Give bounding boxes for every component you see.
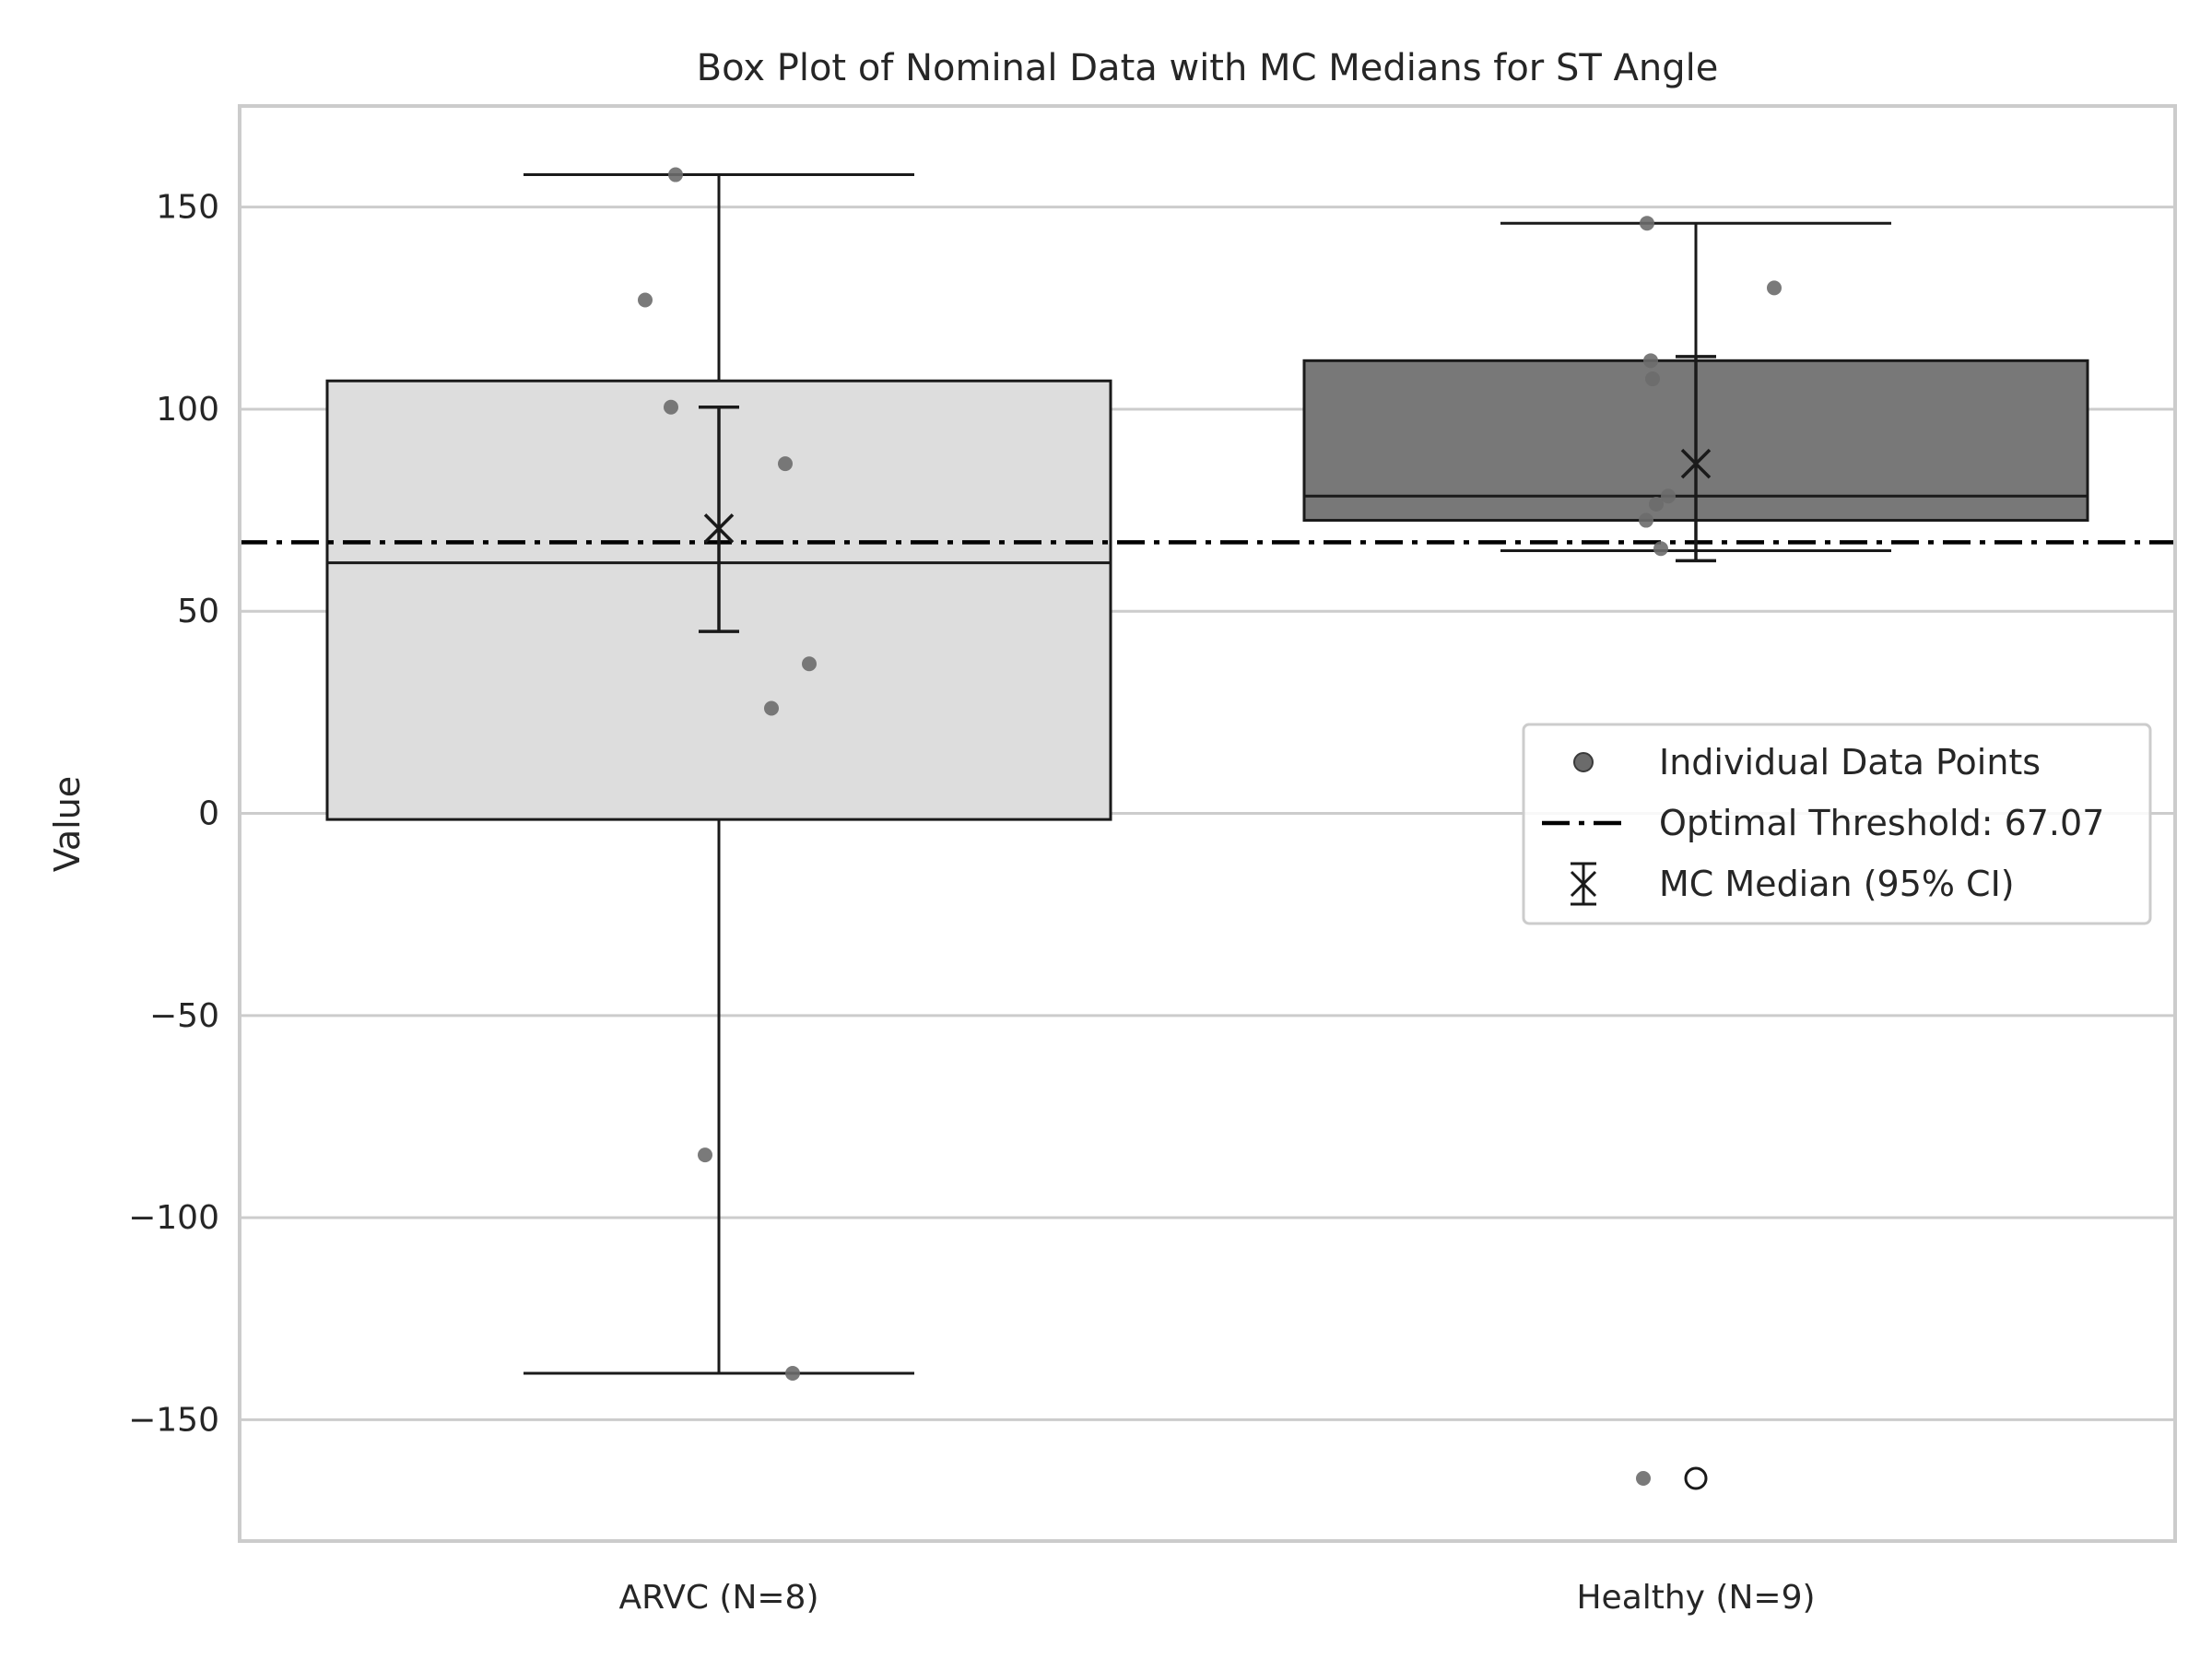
y-axis-title: Value [47,776,88,872]
legend-label: MC Median (95% CI) [1659,864,2015,904]
data-point [1639,512,1653,528]
legend-dot-marker [1573,752,1594,772]
legend: Individual Data Points Optimal Threshold:… [1522,723,2152,925]
plot-frame [238,104,2177,1543]
legend-label: Individual Data Points [1659,742,2041,782]
mc-median-errorbar [1676,355,1716,563]
data-point [778,456,793,472]
data-point [1649,497,1664,512]
data-point [698,1147,712,1163]
outlier-marker [1684,1466,1708,1490]
legend-x-marker [1570,870,1597,898]
legend-label: Optimal Threshold: 67.07 [1659,803,2104,843]
x-tick-label: ARVC (N=8) [619,1579,819,1617]
y-tick-label: 100 [156,391,219,429]
y-tick-labels: 150 100 50 0 −50 −100 −150 [128,189,219,1440]
data-point [785,1365,800,1381]
legend-box [1522,723,2152,925]
points-layer [638,167,1782,1487]
y-tick-label: −100 [128,1199,219,1237]
mc-median-x-marker [1680,448,1712,479]
data-point [1643,353,1658,369]
y-tick-label: 150 [156,189,219,227]
data-point [638,292,653,308]
data-point [1653,541,1668,557]
x-tick-label: Healthy (N=9) [1576,1579,1815,1617]
data-point [1767,280,1782,296]
y-tick-label: −50 [149,997,219,1035]
x-tick-labels: ARVC (N=8) Healthy (N=9) [619,1579,1816,1617]
data-point [1636,1471,1651,1487]
data-point [664,399,678,415]
data-point [1640,216,1654,231]
y-tick-label: 50 [177,593,219,630]
data-point [802,656,817,672]
data-point [764,700,779,716]
data-point [668,167,683,182]
chart-title: Box Plot of Nominal Data with MC Medians… [697,47,1719,89]
mc-median-x-marker [703,513,735,544]
mc-median-layer [699,355,1716,633]
y-tick-label: −150 [128,1401,219,1439]
y-tick-label: 0 [198,795,219,833]
mc-median-errorbar [699,406,739,633]
data-point [1645,371,1660,387]
data-point [1661,488,1676,504]
